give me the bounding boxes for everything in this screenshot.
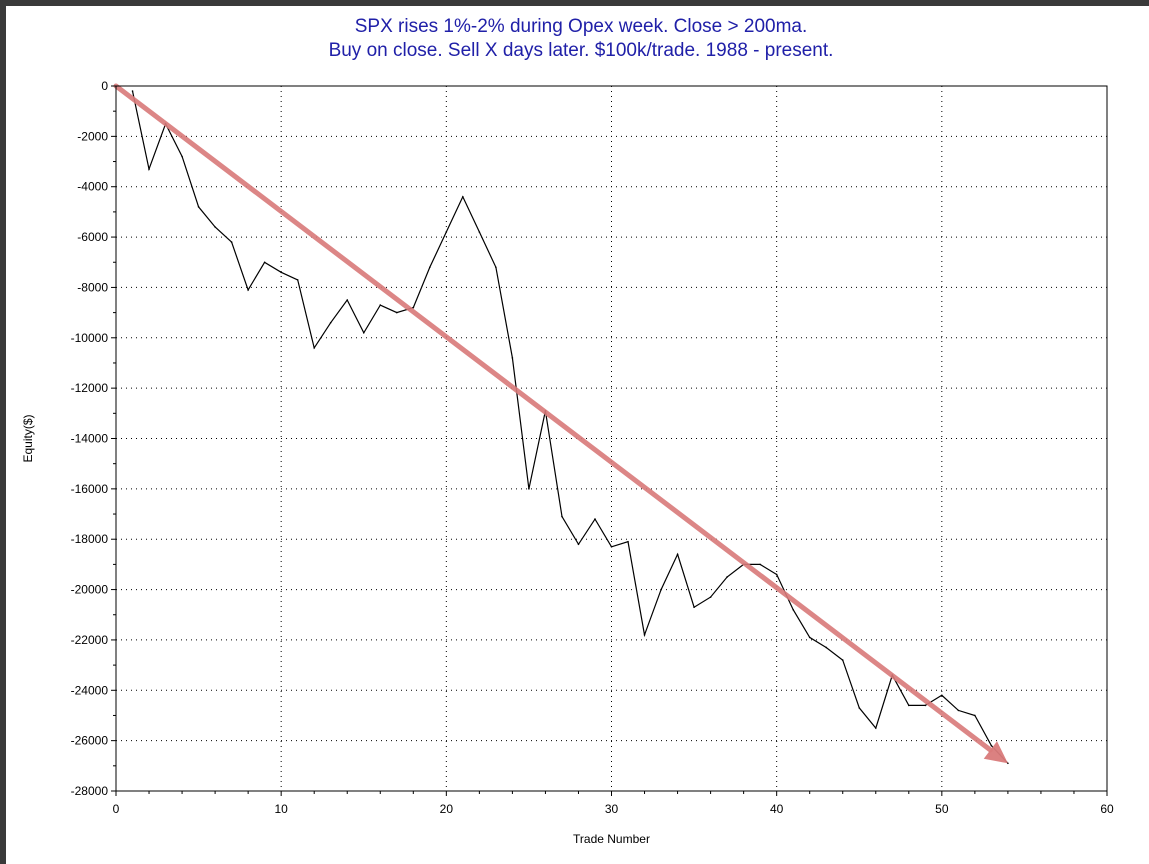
equity-point (148, 168, 150, 170)
equity-point (379, 304, 382, 306)
equity-point (495, 266, 497, 269)
equity-series-line (131, 90, 1009, 764)
grid-lines (116, 86, 1107, 791)
trend-arrow-layer (113, 83, 1008, 764)
x-tick-label: 60 (1100, 802, 1114, 816)
equity-point (412, 306, 415, 309)
series-layer (131, 90, 1009, 765)
x-tick-label: 10 (274, 802, 288, 816)
equity-point (858, 707, 861, 709)
axis-ticks: 0 10 20 30 40 50 60 0 -2000 -4000 -6000 -8000 -10000… (71, 79, 1114, 816)
equity-point (908, 704, 910, 707)
equity-point (131, 90, 134, 92)
equity-point (247, 289, 249, 291)
equity-point (362, 331, 365, 334)
equity-point (660, 588, 662, 591)
equity-point (429, 266, 431, 269)
x-tick-label: 40 (770, 802, 784, 816)
chart-subtitle: Buy on close. Sell X days later. $100k/t… (329, 40, 834, 61)
chart-window: SPX rises 1%-2% during Opex week. Close … (6, 6, 1149, 864)
y-tick-label: -24000 (71, 683, 109, 697)
equity-point (775, 573, 778, 576)
equity-point (214, 226, 216, 228)
y-tick-label: -16000 (71, 482, 109, 496)
equity-point (676, 553, 679, 556)
equity-point (528, 488, 530, 490)
equity-point (974, 714, 976, 717)
equity-point (825, 646, 828, 649)
y-tick-label: -14000 (71, 432, 109, 446)
equity-chart: SPX rises 1%-2% during Opex week. Close … (21, 16, 1114, 846)
equity-point (511, 357, 514, 359)
y-tick-label: -26000 (71, 734, 109, 748)
equity-point (197, 206, 200, 208)
x-tick-label: 30 (605, 802, 619, 816)
y-tick-label: 0 (101, 79, 108, 93)
x-tick-label: 50 (935, 802, 949, 816)
equity-point (462, 195, 464, 198)
y-tick-label: -18000 (71, 532, 109, 546)
x-axis-label: Trade Number (573, 832, 650, 846)
equity-point (346, 299, 349, 301)
equity-point (263, 261, 266, 264)
equity-point (924, 704, 927, 707)
equity-point (395, 311, 398, 314)
equity-point (577, 543, 580, 546)
equity-point (561, 515, 563, 518)
equity-point (957, 709, 960, 712)
equity-point (726, 576, 728, 578)
equity-point (181, 155, 183, 158)
equity-point (478, 231, 481, 233)
equity-point (759, 563, 761, 566)
equity-point (941, 694, 943, 697)
equity-point (445, 231, 448, 233)
equity-point (329, 321, 332, 324)
equity-point (709, 596, 712, 598)
chart-title: SPX rises 1%-2% during Opex week. Close … (355, 16, 808, 37)
equity-point (594, 518, 596, 520)
y-axis-label: Equity($) (21, 414, 35, 462)
y-tick-label: -10000 (71, 331, 109, 345)
equity-point (990, 744, 993, 747)
equity-point (874, 727, 877, 729)
y-tick-label: -22000 (71, 633, 109, 647)
trend-arrow-head (983, 741, 1008, 764)
equity-point (643, 634, 646, 636)
equity-point (610, 545, 613, 548)
y-tick-label: -28000 (71, 784, 109, 798)
equity-point (808, 636, 811, 639)
equity-point (296, 279, 299, 281)
equity-point (280, 271, 282, 274)
equity-point (627, 540, 629, 543)
y-tick-label: -2000 (77, 129, 108, 143)
equity-point (230, 241, 233, 243)
y-tick-label: -6000 (77, 230, 108, 244)
x-tick-label: 20 (440, 802, 454, 816)
y-tick-label: -20000 (71, 583, 109, 597)
trend-arrow-shaft (113, 83, 993, 753)
y-tick-label: -4000 (77, 180, 108, 194)
equity-point (792, 608, 794, 611)
x-tick-label: 0 (113, 802, 120, 816)
equity-point (841, 659, 844, 661)
equity-point (313, 347, 316, 349)
y-tick-label: -8000 (77, 280, 108, 294)
y-tick-label: -12000 (71, 381, 109, 395)
equity-point (693, 606, 695, 608)
